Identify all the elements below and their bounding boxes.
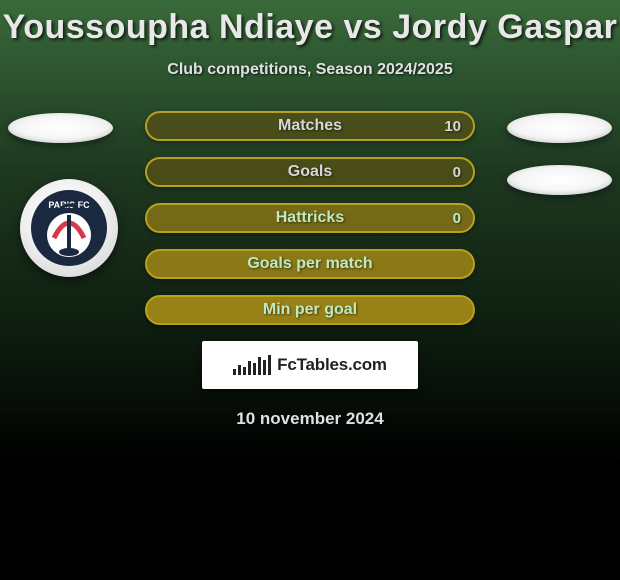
comparison-stage: PARIS FC Matches 10 Goals 0 Hattricks 0 … (0, 111, 620, 429)
bar-value: 0 (453, 210, 461, 227)
chart-icon (233, 355, 271, 375)
bar-label: Goals per match (247, 255, 372, 273)
bar-goals: Goals 0 (145, 157, 475, 187)
page-title: Youssoupha Ndiaye vs Jordy Gaspar (0, 0, 620, 47)
bar-goals-per-match: Goals per match (145, 249, 475, 279)
subtitle: Club competitions, Season 2024/2025 (0, 61, 620, 79)
club-badge-inner: PARIS FC (31, 190, 107, 266)
player-right-oval-1 (507, 113, 612, 143)
player-right-oval-2 (507, 165, 612, 195)
club-badge: PARIS FC (20, 179, 118, 277)
bar-label: Goals (288, 163, 332, 181)
bar-label: Hattricks (276, 209, 344, 227)
paris-fc-icon: PARIS FC (31, 190, 107, 266)
stats-bars: Matches 10 Goals 0 Hattricks 0 Goals per… (145, 111, 475, 325)
bar-value: 0 (453, 164, 461, 181)
bar-label: Matches (278, 117, 342, 135)
brand-text: FcTables.com (277, 355, 387, 375)
bar-min-per-goal: Min per goal (145, 295, 475, 325)
footer-date: 10 november 2024 (0, 409, 620, 429)
bar-matches: Matches 10 (145, 111, 475, 141)
brand-box: FcTables.com (202, 341, 418, 389)
bar-value: 10 (444, 118, 461, 135)
player-left-oval (8, 113, 113, 143)
bar-label: Min per goal (263, 301, 357, 319)
bar-hattricks: Hattricks 0 (145, 203, 475, 233)
